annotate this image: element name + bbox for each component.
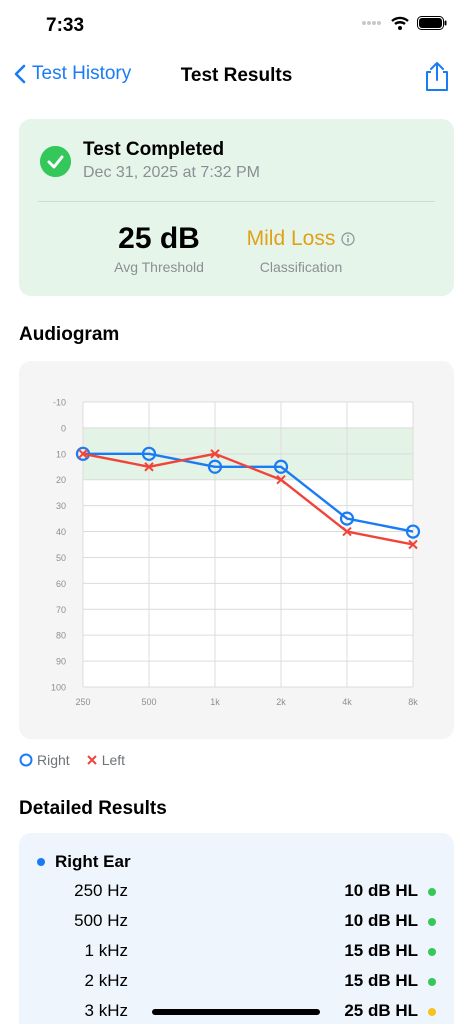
home-indicator (152, 1009, 320, 1015)
info-icon[interactable] (341, 232, 355, 246)
y-tick-label: 90 (56, 657, 66, 667)
result-frequency: 250 Hz (74, 881, 128, 900)
classification-stat: Mild Loss Classification (211, 221, 391, 275)
result-value: 15 dB HL (344, 941, 418, 960)
x-tick-label: 500 (141, 697, 156, 707)
navigation-bar: Test History Test Results (0, 56, 473, 96)
summary-date: Dec 31, 2025 at 7:32 PM (83, 164, 260, 181)
data-point-left (78, 449, 88, 459)
y-tick-label: 40 (56, 527, 66, 537)
data-point-right (405, 524, 421, 539)
classification-value-wrap[interactable]: Mild Loss (247, 221, 356, 257)
chevron-left-icon (14, 64, 26, 84)
result-row: 500 Hz 10 dB HL (19, 911, 454, 941)
result-value: 25 dB HL (344, 1001, 418, 1020)
detailed-results-title: Detailed Results (19, 798, 167, 819)
ear-title: Right Ear (55, 852, 131, 871)
data-point-left (210, 449, 220, 459)
y-tick-label: 30 (56, 501, 66, 511)
result-frequency: 500 Hz (74, 911, 128, 930)
ear-dot (37, 858, 45, 866)
x-tick-label: 4k (342, 697, 352, 707)
data-point-left (408, 539, 418, 550)
result-status-dot (428, 888, 436, 896)
result-value: 15 dB HL (344, 971, 418, 990)
avg-threshold-stat: 25 dB Avg Threshold (69, 221, 249, 275)
result-status-dot (428, 948, 436, 956)
avg-threshold-label: Avg Threshold (114, 259, 204, 275)
back-label: Test History (32, 63, 132, 84)
y-tick-label: 70 (56, 605, 66, 615)
y-tick-label: 50 (56, 553, 66, 563)
summary-card: Test Completed Dec 31, 2025 at 7:32 PM 2… (19, 119, 454, 296)
signal-icon (362, 21, 381, 25)
result-row: 2 kHz 15 dB HL (19, 971, 454, 1001)
result-row: 1 kHz 15 dB HL (19, 941, 454, 971)
data-point-right (339, 511, 355, 526)
legend-right-label: Right (37, 752, 70, 768)
result-frequency: 1 kHz (84, 941, 128, 960)
detailed-results-card: Right Ear 250 Hz 10 dB HL 500 Hz 10 dB HL 1 … (19, 833, 454, 1024)
x-tick-label: 2k (276, 697, 286, 707)
data-point-right (207, 459, 223, 474)
audiogram-card: -10 0 10 20 30 40 50 60 70 80 90 100 250 500 1k 2k 4k 8k (19, 361, 454, 739)
data-point-left (144, 462, 154, 472)
result-status-dot (428, 978, 436, 986)
legend-left-label: Left (101, 752, 126, 768)
y-tick-label: 80 (56, 631, 66, 641)
checkmark-icon (40, 146, 71, 177)
data-point-right (273, 459, 289, 474)
chart-legend: Right Left (19, 752, 141, 768)
y-tick-label: 60 (56, 579, 66, 589)
classification-label: Classification (259, 259, 343, 275)
y-tick-label: -10 (53, 398, 66, 408)
result-frequency: 3 kHz (84, 1001, 128, 1020)
battery-icon (417, 16, 447, 30)
legend-left: Left (86, 752, 125, 768)
divider (38, 201, 435, 202)
circle-marker-icon (19, 753, 33, 767)
audiogram-chart: -10 0 10 20 30 40 50 60 70 80 90 100 250 500 1k 2k 4k 8k (51, 398, 421, 707)
result-frequency: 2 kHz (84, 971, 128, 990)
data-point-left (342, 526, 352, 537)
x-tick-label: 8k (408, 697, 418, 707)
back-button[interactable]: Test History (14, 63, 131, 85)
status-time: 7:33 (46, 15, 85, 36)
data-point-left (276, 475, 286, 485)
x-marker-icon (86, 755, 97, 765)
audiogram-title: Audiogram (19, 324, 120, 345)
result-value: 10 dB HL (344, 911, 418, 930)
y-tick-label: 100 (51, 683, 66, 693)
x-tick-label: 1k (210, 697, 220, 707)
result-row: 250 Hz 10 dB HL (19, 881, 454, 911)
ear-header: Right Ear (37, 852, 131, 872)
avg-threshold-value: 25 dB (118, 222, 200, 255)
wifi-icon (391, 16, 409, 30)
classification-value: Mild Loss (246, 227, 336, 250)
status-icons (361, 16, 447, 30)
result-value: 10 dB HL (344, 881, 418, 900)
result-row: 3 kHz 25 dB HL (19, 1001, 454, 1024)
result-status-dot (428, 918, 436, 926)
y-tick-label: 0 (61, 423, 66, 433)
summary-title: Test Completed (83, 139, 225, 160)
share-icon[interactable] (423, 60, 451, 92)
result-status-dot (428, 1008, 436, 1016)
y-tick-label: 10 (56, 449, 66, 459)
y-tick-label: 20 (56, 475, 66, 485)
legend-right: Right (19, 752, 70, 768)
series-line-left (82, 452, 414, 546)
status-bar: 7:33 (0, 0, 473, 50)
data-point-right (141, 446, 157, 461)
x-tick-label: 250 (75, 697, 90, 707)
